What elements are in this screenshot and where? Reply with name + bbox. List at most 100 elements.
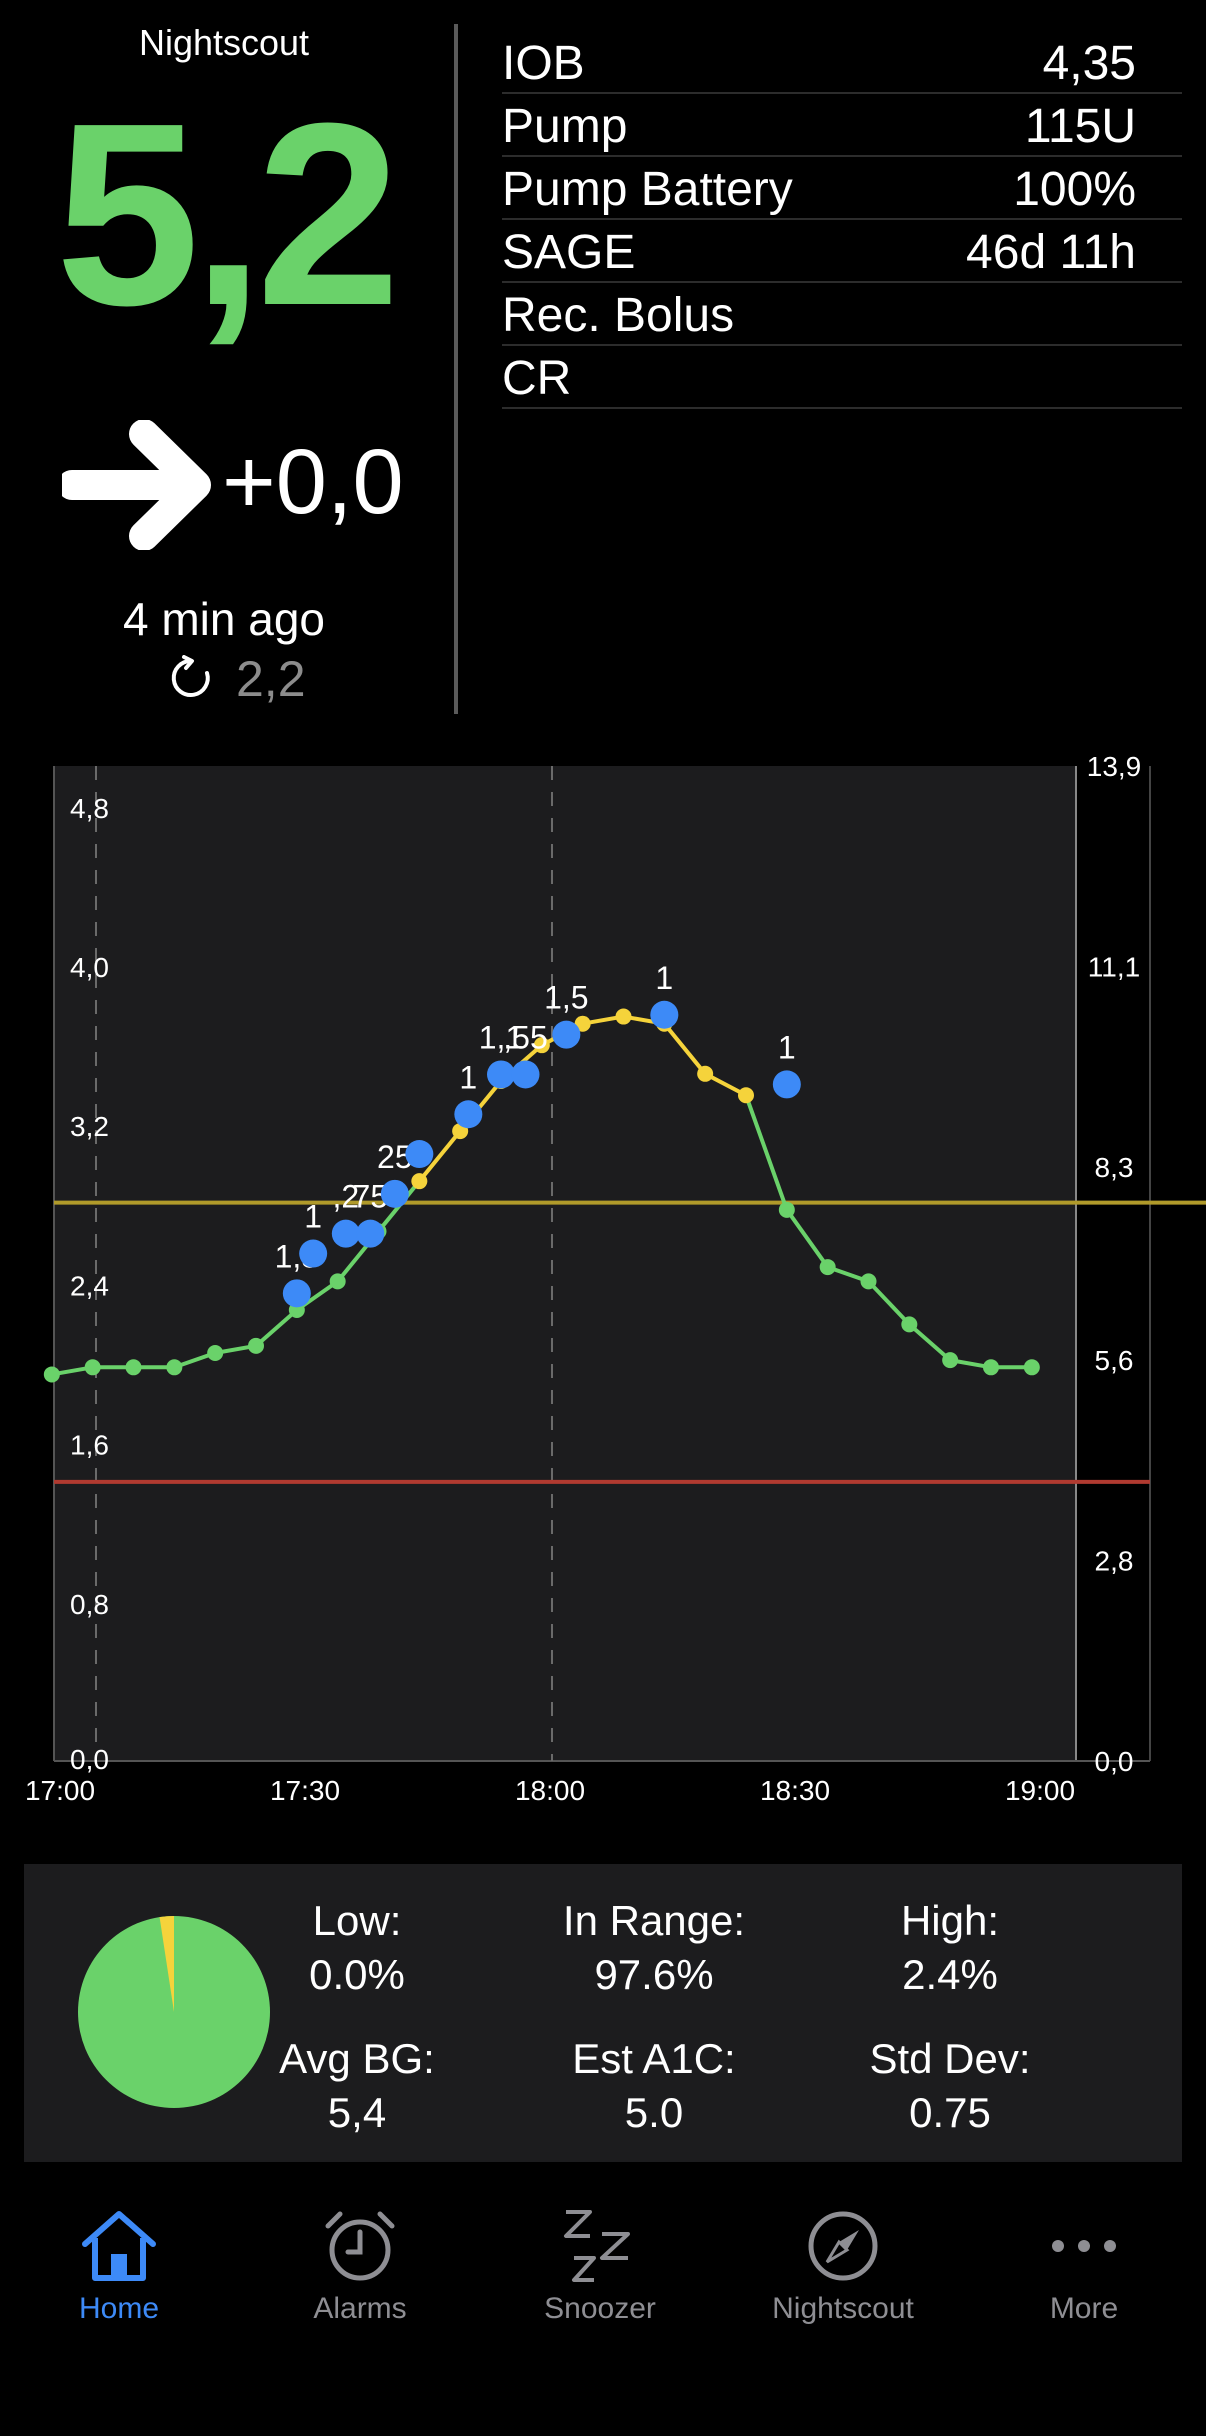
bg-line-segment (744, 1094, 789, 1211)
bg-reading-point (125, 1359, 142, 1376)
y-right-tick-label: 11,1 (1088, 951, 1140, 982)
bg-reading-point (901, 1316, 918, 1333)
info-label: Rec. Bolus (502, 289, 735, 342)
compass-icon (808, 2211, 878, 2281)
tab-home[interactable]: Home (0, 2206, 239, 2346)
y-right-tick-label: 13,9 (1087, 751, 1142, 782)
bg-reading-point (166, 1359, 183, 1376)
house-icon (82, 2211, 156, 2281)
tab-label: More (1049, 2292, 1119, 2325)
tab-label: Snoozer (544, 2292, 656, 2325)
bg-reading-point (615, 1008, 632, 1025)
stat-low: Low: 0.0% (227, 1894, 487, 2002)
stat-label: High: (900, 1897, 1000, 1944)
bolus-label: 1,5 (544, 980, 588, 1016)
tab-nightscout[interactable]: Nightscout (723, 2206, 963, 2346)
tab-more[interactable]: More (964, 2206, 1204, 2346)
stat-label: Low: (312, 1897, 402, 1944)
info-label: SAGE (502, 226, 636, 279)
stat-value: 5,4 (327, 2089, 387, 2136)
x-tick-label: 17:30 (270, 1775, 340, 1806)
stat-label: Est A1C: (572, 2035, 736, 2082)
info-label: Pump Battery (502, 163, 793, 216)
bg-line-segment (417, 1129, 462, 1183)
alarm-clock-icon (325, 2211, 395, 2281)
bg-reading-point (860, 1273, 877, 1290)
info-label: Pump (502, 100, 628, 153)
tab-label: Alarms (313, 2292, 407, 2325)
bg-reading-point (207, 1344, 224, 1361)
bg-reading-point (942, 1352, 959, 1369)
bolus-point (405, 1140, 434, 1169)
chart-plot-area (54, 766, 1076, 1761)
bolus-label: 1 (778, 1029, 796, 1065)
stat-value: 5.0 (624, 2089, 684, 2136)
bolus-point (552, 1020, 581, 1049)
bg-reading-point (1023, 1359, 1040, 1376)
stat-in-range: In Range: 97.6% (524, 1894, 784, 2002)
bolus-label: ,55 (503, 1019, 547, 1055)
info-label: IOB (502, 37, 585, 90)
info-label: CR (502, 352, 572, 405)
bolus-label: 1 (304, 1199, 322, 1235)
tab-alarms[interactable]: Alarms (240, 2206, 480, 2346)
bg-line-segment (254, 1308, 299, 1348)
y-left-tick-label: 3,2 (70, 1111, 109, 1142)
bolus-point (380, 1179, 409, 1208)
bg-reading-point (697, 1065, 714, 1082)
bg-reading-point (778, 1201, 795, 1218)
bg-line-segment (867, 1280, 911, 1326)
stat-std-dev: Std Dev: 0.75 (820, 2032, 1080, 2140)
info-value: 46d 11h (966, 226, 1136, 279)
y-right-tick-label: 5,6 (1095, 1345, 1134, 1376)
y-right-tick-label: 2,8 (1095, 1546, 1134, 1577)
bolus-point (511, 1060, 540, 1089)
bg-reading-point (533, 1037, 550, 1054)
tab-label: Nightscout (772, 2292, 914, 2325)
info-row-sage: SAGE 46d 11h (502, 219, 1182, 283)
bolus-point (487, 1060, 515, 1089)
arrow-right-icon (62, 420, 211, 550)
bg-line-segment (785, 1208, 830, 1269)
y-left-tick-label: 1,6 (70, 1430, 109, 1461)
ellipsis-icon (1052, 2240, 1116, 2252)
bolus-label: 1 (459, 1059, 477, 1095)
x-tick-label: 17:00 (25, 1775, 95, 1806)
bolus-point (331, 1219, 360, 1248)
pie-slice-high (159, 1916, 174, 2012)
stat-value: 0.75 (909, 2089, 991, 2136)
refresh-icon (171, 655, 210, 697)
bg-reading-point (819, 1259, 836, 1276)
app-title: Nightscout (138, 22, 310, 63)
bolus-point (650, 1000, 679, 1029)
bg-reading-point (329, 1273, 346, 1290)
x-tick-label: 18:30 (760, 1775, 830, 1806)
bolus-label: 1,1 (479, 1019, 523, 1055)
bolus-point (299, 1239, 328, 1268)
bg-value: 5,2 (55, 70, 400, 360)
y-left-tick-label: 0,0 (70, 1744, 109, 1775)
info-row-pump: Pump 115U (502, 93, 1182, 157)
y-right-tick-label: 8,3 (1095, 1152, 1134, 1183)
bolus-point (772, 1070, 801, 1099)
bg-delta: +0,0 (222, 431, 404, 533)
info-row-rec-bolus: Rec. Bolus (502, 282, 1182, 346)
y-left-tick-label: 4,8 (70, 793, 109, 824)
bolus-point (454, 1100, 483, 1129)
tab-snoozer[interactable]: Snoozer (480, 2206, 720, 2346)
info-row-pump-battery: Pump Battery 100% (502, 156, 1182, 220)
stat-label: In Range: (562, 1897, 746, 1944)
bg-line-segment (908, 1322, 952, 1362)
stat-label: Std Dev: (869, 2035, 1031, 2082)
stat-value: 97.6% (594, 1951, 714, 1998)
y-left-tick-label: 4,0 (70, 952, 109, 983)
y-left-tick-label: 0,8 (70, 1589, 109, 1620)
stat-avg-bg: Avg BG: 5,4 (227, 2032, 487, 2140)
bg-chart[interactable]: 4,84,03,22,41,60,80,013,911,18,35,62,80,… (0, 750, 1206, 1810)
info-value: 115U (1024, 100, 1136, 153)
x-tick-label: 19:00 (1005, 1775, 1075, 1806)
bolus-label: ,2 (332, 1179, 359, 1215)
bg-reading-point (574, 1015, 591, 1032)
loop-value: 2,2 (236, 651, 306, 707)
header-divider (454, 24, 458, 714)
